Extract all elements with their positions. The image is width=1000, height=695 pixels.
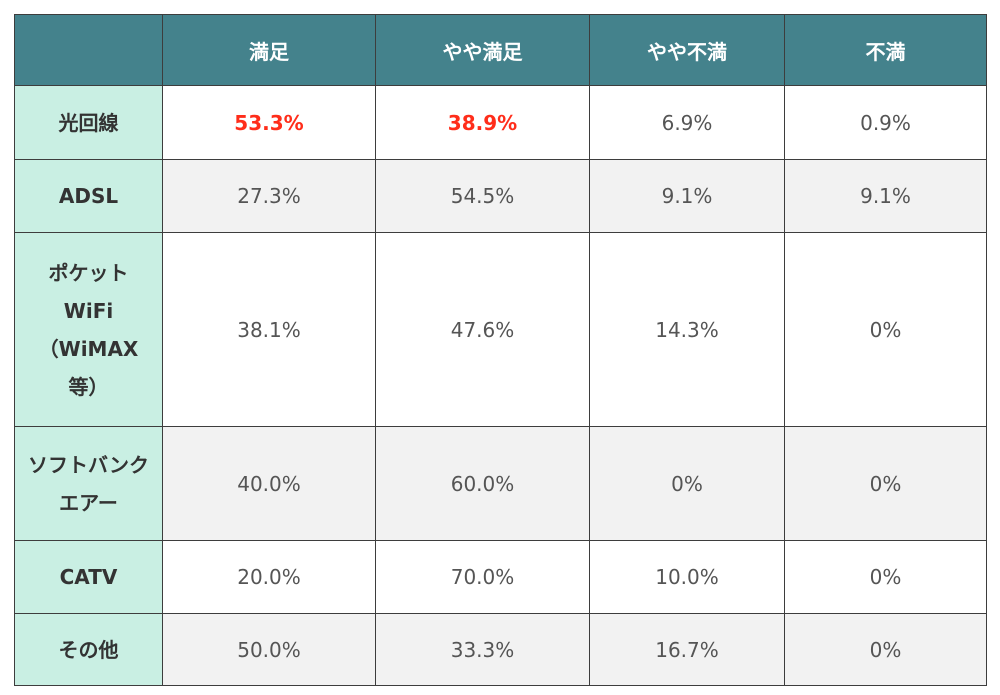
table-cell: 0% bbox=[784, 232, 987, 427]
row-label-fiber: 光回線 bbox=[14, 85, 163, 160]
header-satisfied: 満足 bbox=[162, 14, 376, 86]
table-cell: 10.0% bbox=[589, 540, 785, 614]
table-cell: 47.6% bbox=[375, 232, 590, 427]
table-cell: 20.0% bbox=[162, 540, 376, 614]
satisfaction-table-container: 満足 やや満足 やや不満 不満 光回線 53.3% 38.9% 6.9% 0.9… bbox=[14, 14, 987, 686]
table-cell: 50.0% bbox=[162, 613, 376, 686]
table-cell: 40.0% bbox=[162, 426, 376, 541]
header-somewhat-dissatisfied: やや不満 bbox=[589, 14, 785, 86]
table-cell: 0% bbox=[784, 540, 987, 614]
table-row: ポケットWiFi（WiMAX等） 38.1% 47.6% 14.3% 0% bbox=[14, 232, 987, 427]
table-cell: 0% bbox=[589, 426, 785, 541]
table-row: ADSL 27.3% 54.5% 9.1% 9.1% bbox=[14, 159, 987, 233]
table-row: その他 50.0% 33.3% 16.7% 0% bbox=[14, 613, 987, 686]
table-cell-highlight: 53.3% bbox=[162, 85, 376, 160]
row-label-adsl: ADSL bbox=[14, 159, 163, 233]
row-label-other: その他 bbox=[14, 613, 163, 686]
table-cell: 6.9% bbox=[589, 85, 785, 160]
table-cell: 16.7% bbox=[589, 613, 785, 686]
table-cell: 0% bbox=[784, 426, 987, 541]
table-cell: 60.0% bbox=[375, 426, 590, 541]
table-cell: 38.1% bbox=[162, 232, 376, 427]
table-row: ソフトバンクエアー 40.0% 60.0% 0% 0% bbox=[14, 426, 987, 541]
table-cell: 0.9% bbox=[784, 85, 987, 160]
row-label-softbank-air: ソフトバンクエアー bbox=[14, 426, 163, 541]
table-cell: 54.5% bbox=[375, 159, 590, 233]
table-cell: 9.1% bbox=[784, 159, 987, 233]
header-row: 満足 やや満足 やや不満 不満 bbox=[14, 14, 987, 86]
table-row: CATV 20.0% 70.0% 10.0% 0% bbox=[14, 540, 987, 614]
header-somewhat-satisfied: やや満足 bbox=[375, 14, 590, 86]
table-cell: 27.3% bbox=[162, 159, 376, 233]
table-cell: 9.1% bbox=[589, 159, 785, 233]
table-cell: 0% bbox=[784, 613, 987, 686]
table-row: 光回線 53.3% 38.9% 6.9% 0.9% bbox=[14, 85, 987, 160]
table-cell-highlight: 38.9% bbox=[375, 85, 590, 160]
row-label-catv: CATV bbox=[14, 540, 163, 614]
table-cell: 14.3% bbox=[589, 232, 785, 427]
satisfaction-table: 満足 やや満足 やや不満 不満 光回線 53.3% 38.9% 6.9% 0.9… bbox=[14, 14, 987, 686]
header-dissatisfied: 不満 bbox=[784, 14, 987, 86]
table-cell: 33.3% bbox=[375, 613, 590, 686]
table-cell: 70.0% bbox=[375, 540, 590, 614]
row-label-pocket-wifi: ポケットWiFi（WiMAX等） bbox=[14, 232, 163, 427]
header-corner-cell bbox=[14, 14, 163, 86]
